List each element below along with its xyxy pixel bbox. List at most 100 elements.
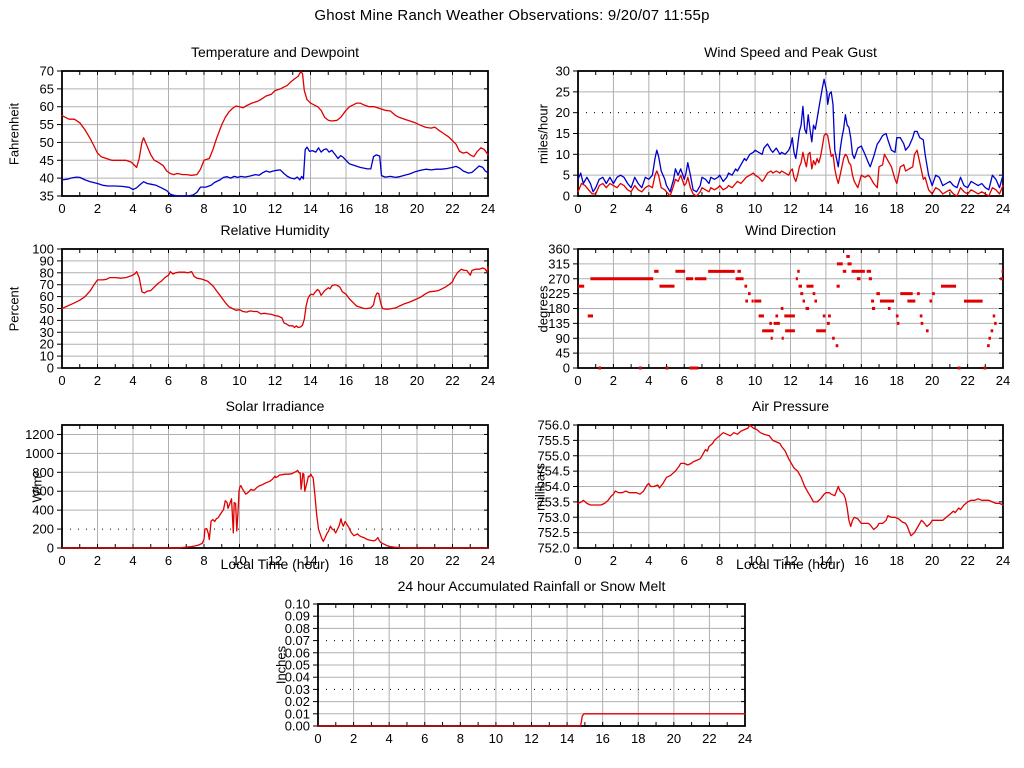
svg-text:360: 360 [548, 242, 570, 257]
svg-text:60: 60 [40, 99, 54, 114]
y-axis-label-fahrenheit: Fahrenheit [6, 102, 22, 165]
svg-text:55: 55 [40, 117, 54, 132]
svg-text:20: 20 [410, 373, 424, 388]
svg-text:8: 8 [716, 201, 723, 216]
svg-text:0: 0 [563, 189, 570, 204]
chart-title-wind-speed-gust: Wind Speed and Peak Gust [704, 44, 877, 60]
svg-text:70: 70 [40, 64, 54, 79]
svg-text:4: 4 [645, 201, 652, 216]
svg-text:6: 6 [421, 731, 428, 746]
svg-text:0.08: 0.08 [285, 621, 310, 636]
svg-text:12: 12 [268, 553, 282, 568]
chart-title-rainfall: 24 hour Accumulated Rainfall or Snow Mel… [397, 578, 666, 594]
y-axis-label-watts-per-m2: W/m² [29, 470, 45, 503]
svg-text:24: 24 [996, 373, 1010, 388]
svg-text:18: 18 [890, 553, 904, 568]
svg-text:0: 0 [574, 373, 581, 388]
svg-text:6: 6 [681, 373, 688, 388]
chart-title-solar-irradiance: Solar Irradiance [225, 398, 325, 414]
svg-text:22: 22 [702, 731, 716, 746]
svg-text:22: 22 [960, 553, 974, 568]
chart-title-temperature-dewpoint: Temperature and Dewpoint [190, 44, 360, 60]
svg-text:754.0: 754.0 [537, 479, 570, 494]
svg-text:100: 100 [32, 242, 54, 257]
svg-text:200: 200 [32, 522, 54, 537]
svg-text:0: 0 [563, 361, 570, 376]
svg-text:4: 4 [645, 553, 652, 568]
svg-text:2: 2 [350, 731, 357, 746]
svg-text:753.5: 753.5 [537, 494, 570, 509]
svg-text:24: 24 [738, 731, 752, 746]
svg-text:24: 24 [481, 373, 495, 388]
svg-text:8: 8 [200, 553, 207, 568]
svg-text:2: 2 [94, 553, 101, 568]
svg-text:1200: 1200 [25, 427, 54, 442]
svg-text:12: 12 [268, 373, 282, 388]
svg-text:18: 18 [374, 373, 388, 388]
svg-text:14: 14 [560, 731, 574, 746]
svg-text:22: 22 [960, 201, 974, 216]
svg-text:90: 90 [556, 331, 570, 346]
svg-text:22: 22 [445, 201, 459, 216]
chart-title-wind-direction: Wind Direction [744, 222, 837, 238]
svg-text:14: 14 [819, 373, 833, 388]
svg-text:24: 24 [481, 553, 495, 568]
svg-text:4: 4 [129, 373, 136, 388]
svg-text:754.5: 754.5 [537, 464, 570, 479]
svg-text:0.00: 0.00 [285, 719, 310, 734]
svg-text:14: 14 [303, 201, 317, 216]
svg-text:4: 4 [129, 201, 136, 216]
svg-text:8: 8 [716, 373, 723, 388]
svg-text:10: 10 [556, 147, 570, 162]
page-title: Ghost Mine Ranch Weather Observations: 9… [314, 7, 710, 24]
svg-text:18: 18 [374, 553, 388, 568]
svg-text:753.0: 753.0 [537, 510, 570, 525]
svg-text:0: 0 [58, 373, 65, 388]
svg-text:12: 12 [268, 201, 282, 216]
svg-text:20: 20 [925, 201, 939, 216]
svg-text:315: 315 [548, 256, 570, 271]
svg-text:20: 20 [925, 373, 939, 388]
svg-text:752.5: 752.5 [537, 525, 570, 540]
svg-text:24: 24 [996, 553, 1010, 568]
svg-text:0.04: 0.04 [285, 670, 310, 685]
svg-text:50: 50 [40, 301, 54, 316]
svg-text:0: 0 [47, 361, 54, 376]
svg-text:756.0: 756.0 [537, 418, 570, 433]
svg-text:0.02: 0.02 [285, 694, 310, 709]
svg-text:15: 15 [556, 126, 570, 141]
svg-text:16: 16 [339, 373, 353, 388]
svg-text:2: 2 [610, 373, 617, 388]
svg-text:16: 16 [339, 201, 353, 216]
svg-text:135: 135 [548, 316, 570, 331]
svg-text:16: 16 [595, 731, 609, 746]
svg-text:4: 4 [129, 553, 136, 568]
svg-text:6: 6 [681, 553, 688, 568]
svg-text:8: 8 [200, 201, 207, 216]
svg-text:35: 35 [40, 189, 54, 204]
svg-text:65: 65 [40, 81, 54, 96]
svg-text:270: 270 [548, 271, 570, 286]
svg-text:10: 10 [232, 553, 246, 568]
svg-text:0: 0 [58, 201, 65, 216]
svg-text:40: 40 [40, 313, 54, 328]
svg-text:4: 4 [645, 373, 652, 388]
svg-text:10: 10 [489, 731, 503, 746]
svg-text:12: 12 [783, 201, 797, 216]
svg-text:755.0: 755.0 [537, 448, 570, 463]
svg-text:8: 8 [716, 553, 723, 568]
svg-text:0: 0 [574, 201, 581, 216]
y-axis-label-miles-per-hour: miles/hour [535, 103, 551, 164]
svg-text:12: 12 [524, 731, 538, 746]
svg-text:16: 16 [854, 553, 868, 568]
y-axis-label-inches: Inches [273, 645, 289, 685]
svg-text:16: 16 [854, 201, 868, 216]
svg-text:30: 30 [40, 325, 54, 340]
svg-text:2: 2 [94, 201, 101, 216]
svg-text:0: 0 [47, 541, 54, 556]
svg-text:25: 25 [556, 84, 570, 99]
svg-text:22: 22 [960, 373, 974, 388]
svg-text:18: 18 [890, 201, 904, 216]
